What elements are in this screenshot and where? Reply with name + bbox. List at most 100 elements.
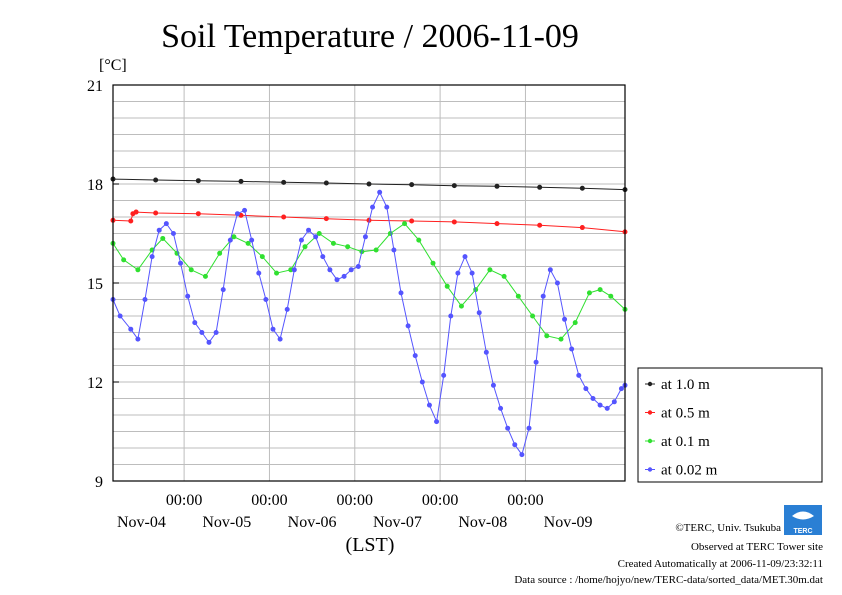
legend: at 1.0 m at 0.5 m at 0.1 m at 0.02 m (637, 367, 823, 483)
y-tick-label: 9 (95, 474, 103, 491)
data-point (298, 237, 304, 243)
x-time-tick-label: 00:00 (337, 492, 373, 509)
data-point (547, 267, 553, 273)
data-point (128, 218, 134, 224)
data-point (135, 336, 141, 342)
data-point (402, 221, 408, 227)
data-point (469, 270, 475, 276)
x-date-label: Nov-04 (117, 514, 166, 531)
data-point (611, 399, 617, 405)
data-point (242, 207, 248, 213)
legend-swatch-dot (647, 438, 653, 444)
x-time-tick-label: 00:00 (166, 492, 202, 509)
data-point (512, 442, 518, 448)
data-point (281, 214, 287, 220)
data-point (579, 225, 585, 231)
x-date-label: Nov-07 (373, 514, 422, 531)
source-text: Data source : /home/hojyo/new/TERC-data/… (514, 574, 823, 586)
data-point (444, 283, 450, 289)
data-point (583, 386, 589, 392)
data-point (195, 178, 201, 184)
data-point (188, 267, 194, 273)
legend-items: at 1.0 m at 0.5 m at 0.1 m at 0.02 m (645, 377, 718, 479)
terc-logo-mark (784, 505, 822, 535)
data-point (362, 234, 368, 240)
data-point (419, 379, 425, 385)
data-point (117, 313, 123, 319)
data-point (409, 218, 415, 224)
data-point (451, 183, 457, 189)
data-point (142, 297, 148, 302)
x-date-label: Nov-05 (202, 514, 251, 531)
data-point (341, 273, 347, 279)
x-time-tick-label: 00:00 (422, 492, 458, 509)
data-point (490, 382, 496, 388)
legend-box (637, 367, 823, 483)
data-point (163, 221, 169, 227)
data-point (153, 177, 159, 183)
data-point (259, 254, 265, 260)
terc-logo-wave-icon (792, 511, 814, 520)
data-point (569, 346, 575, 352)
data-point (537, 222, 543, 228)
copyright-text: ©TERC, Univ. Tsukuba (675, 522, 781, 534)
data-point (313, 234, 319, 240)
data-point (494, 221, 500, 227)
data-point (281, 179, 287, 185)
observed-text: Observed at TERC Tower site (691, 541, 823, 553)
data-point (530, 313, 536, 319)
legend-label: at 0.02 m (661, 463, 718, 479)
data-point (220, 287, 226, 293)
series-1 (110, 176, 628, 193)
data-point (334, 277, 340, 283)
data-point (558, 336, 564, 342)
data-point (526, 425, 532, 431)
data-point (608, 293, 614, 299)
data-point (277, 336, 283, 342)
data-point (370, 204, 376, 210)
data-point (156, 227, 162, 233)
data-point (170, 231, 176, 236)
data-point (217, 250, 223, 256)
data-point (206, 339, 212, 345)
series-layer (110, 176, 628, 458)
data-point (153, 210, 159, 216)
data-point (590, 396, 596, 401)
chart-title: Soil Temperature / 2006-11-09 (161, 18, 579, 55)
data-point (355, 264, 361, 269)
data-point (476, 310, 482, 316)
data-point (540, 293, 546, 299)
data-point (462, 254, 468, 260)
y-tick-label: 18 (87, 177, 103, 194)
data-point (505, 425, 511, 431)
data-point (586, 290, 592, 296)
x-time-tick-label: 00:00 (507, 492, 543, 509)
data-point (306, 227, 312, 233)
data-point (135, 267, 141, 273)
data-point (302, 244, 308, 250)
data-point (366, 181, 372, 187)
data-point (597, 402, 603, 408)
data-point (458, 303, 464, 309)
data-point (604, 405, 610, 411)
data-point (434, 419, 440, 425)
data-point (537, 184, 543, 190)
data-point (327, 267, 333, 273)
data-point (451, 219, 457, 225)
legend-swatch-dot (647, 467, 653, 472)
y-tick-label: 12 (87, 375, 103, 392)
data-point (398, 290, 404, 296)
grid-lines (113, 85, 625, 481)
data-point (345, 244, 351, 250)
data-point (323, 180, 329, 186)
series-4 (110, 189, 628, 458)
x-time-tick-label: 00:00 (251, 492, 287, 509)
data-point (234, 211, 240, 217)
data-point (519, 452, 525, 458)
data-point (195, 211, 201, 217)
data-point (483, 349, 489, 355)
data-point (128, 326, 134, 332)
data-point (554, 280, 560, 286)
y-axis-unit: [°C] (99, 57, 127, 74)
